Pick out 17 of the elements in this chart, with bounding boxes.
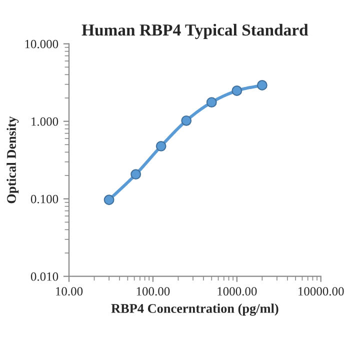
point xyxy=(130,169,142,180)
point xyxy=(181,115,192,126)
y-tick-label: 0.100 xyxy=(30,194,58,204)
point xyxy=(256,80,268,90)
y-tick-label: 0.010 xyxy=(30,272,58,281)
y-tick-label: 1.000 xyxy=(32,117,58,126)
chart-title: Human RBP4 Typical Standard xyxy=(82,24,308,40)
point xyxy=(206,97,217,108)
x-axis-title: RBP4 Concerntration (pg/ml) xyxy=(111,304,278,316)
y-axis-title: Optical Density xyxy=(6,116,19,204)
point xyxy=(232,86,242,96)
x-tick-label: 10000.00 xyxy=(298,287,344,296)
x-tick-label: 10.00 xyxy=(56,287,83,296)
x-tick-label: 1000.00 xyxy=(218,287,257,296)
point xyxy=(156,140,166,152)
y-tick-label: 10.000 xyxy=(25,40,58,48)
x-tick-label: 100.00 xyxy=(136,287,170,296)
